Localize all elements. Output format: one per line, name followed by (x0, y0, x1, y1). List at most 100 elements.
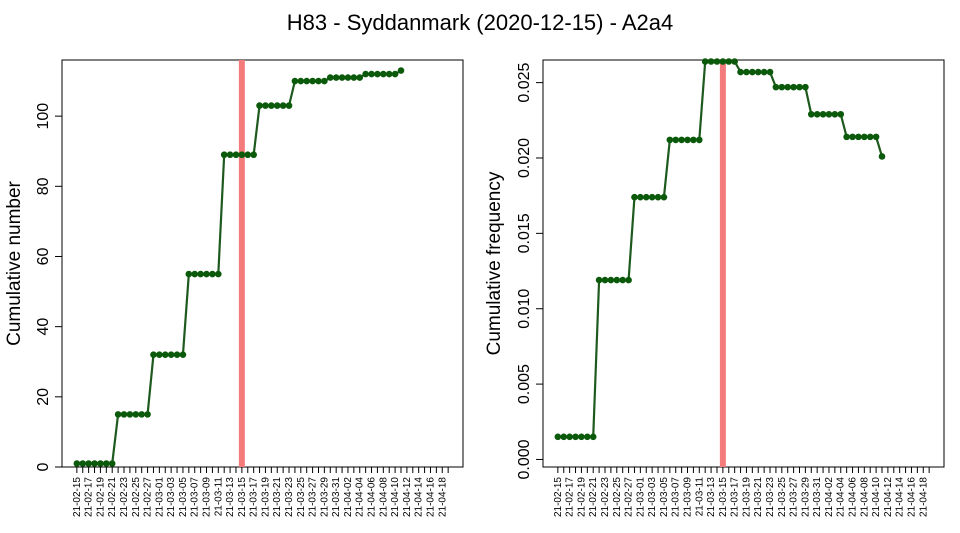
data-point (648, 193, 656, 201)
data-point (79, 460, 87, 467)
x-tick-label: 21-02-21 (588, 477, 599, 517)
data-point (754, 68, 762, 76)
data-point (209, 270, 216, 278)
x-tick-label: 21-03-09 (202, 477, 213, 517)
data-point (642, 193, 650, 201)
x-tick-label: 21-04-02 (824, 477, 835, 517)
x-tick-label: 21-03-01 (154, 477, 165, 517)
data-point (203, 270, 210, 278)
data-point (613, 276, 621, 284)
data-point (344, 74, 352, 81)
data-point (855, 133, 862, 141)
data-point (374, 70, 381, 78)
data-point (385, 70, 393, 78)
y-tick-label: 0.000 (516, 439, 533, 479)
x-tick-label: 21-03-11 (213, 477, 224, 517)
x-tick-label: 21-02-19 (95, 477, 106, 517)
x-tick-label: 21-03-07 (190, 477, 201, 517)
x-tick-label: 21-03-03 (647, 477, 658, 517)
data-point (279, 102, 287, 109)
data-point (837, 110, 845, 118)
x-tick-label: 21-03-23 (765, 477, 776, 517)
x-tick-label: 21-04-10 (871, 477, 882, 517)
data-point (595, 276, 603, 284)
x-tick-label: 21-03-19 (741, 477, 752, 517)
data-point (695, 136, 703, 144)
x-tick-label: 21-03-27 (308, 477, 319, 517)
x-tick-label: 21-03-31 (812, 477, 823, 517)
data-point (232, 151, 240, 159)
data-point (291, 77, 299, 85)
data-point (678, 136, 685, 144)
data-point (397, 67, 405, 74)
data-point (126, 411, 134, 418)
x-tick-label: 21-03-09 (683, 477, 694, 517)
x-tick-label: 21-02-19 (576, 477, 587, 517)
data-point (849, 133, 856, 141)
x-tick-label: 21-03-29 (319, 477, 330, 517)
data-point (262, 102, 269, 109)
data-point (103, 460, 110, 467)
x-tick-label: 21-03-07 (671, 477, 682, 517)
data-point (309, 77, 316, 85)
data-point (760, 68, 768, 76)
y-tick-label: 20 (35, 388, 52, 406)
data-point (713, 58, 721, 65)
data-point (796, 83, 803, 91)
data-point (326, 74, 334, 81)
x-tick-label: 21-03-15 (718, 477, 729, 517)
x-tick-label: 21-02-21 (107, 477, 118, 517)
data-point (120, 411, 128, 418)
data-point (297, 77, 305, 85)
data-point (173, 351, 181, 359)
data-point (250, 151, 257, 159)
data-point (666, 136, 674, 144)
y-axis-title: Cumulative frequency (484, 171, 505, 355)
data-point (819, 110, 827, 118)
data-point (321, 77, 328, 85)
x-tick-label: 21-04-12 (883, 477, 894, 517)
data-point (589, 433, 597, 441)
data-point (654, 193, 662, 201)
x-tick-label: 21-03-01 (635, 477, 646, 517)
data-point (138, 411, 145, 418)
x-tick-label: 21-02-23 (119, 477, 130, 517)
data-point (350, 74, 358, 81)
x-tick-label: 21-03-05 (178, 477, 189, 517)
y-tick-label: 0.025 (516, 62, 533, 102)
data-point (85, 460, 92, 467)
data-point (843, 133, 850, 141)
data-point (825, 110, 833, 118)
data-point (625, 276, 632, 284)
data-point (743, 68, 750, 76)
data-point (766, 68, 774, 76)
data-point (725, 58, 733, 65)
data-point (672, 136, 680, 144)
x-tick-label: 21-02-17 (84, 477, 95, 517)
x-tick-label: 21-03-21 (753, 477, 764, 517)
data-point (238, 151, 246, 159)
data-point (813, 110, 821, 118)
data-point (356, 74, 364, 81)
x-tick-label: 21-03-27 (789, 477, 800, 517)
data-point (244, 151, 252, 159)
data-point (73, 460, 81, 467)
y-tick-label: 80 (35, 177, 52, 195)
data-point (749, 68, 756, 76)
data-point (572, 433, 579, 441)
x-tick-label: 21-04-14 (414, 477, 425, 517)
data-point (861, 133, 868, 141)
x-tick-label: 21-04-06 (367, 477, 378, 517)
x-tick-label: 21-03-25 (296, 477, 307, 517)
plot-frame (542, 59, 945, 468)
x-tick-label: 21-04-06 (848, 477, 859, 517)
data-point (784, 83, 792, 91)
data-point (268, 102, 275, 109)
chart-title: H83 - Syddanmark (2020-12-15) - A2a4 (286, 10, 674, 35)
data-point (108, 460, 116, 467)
x-tick-label: 21-03-13 (706, 477, 717, 517)
x-tick-label: 21-03-05 (659, 477, 670, 517)
x-tick-label: 21-03-21 (272, 477, 283, 517)
